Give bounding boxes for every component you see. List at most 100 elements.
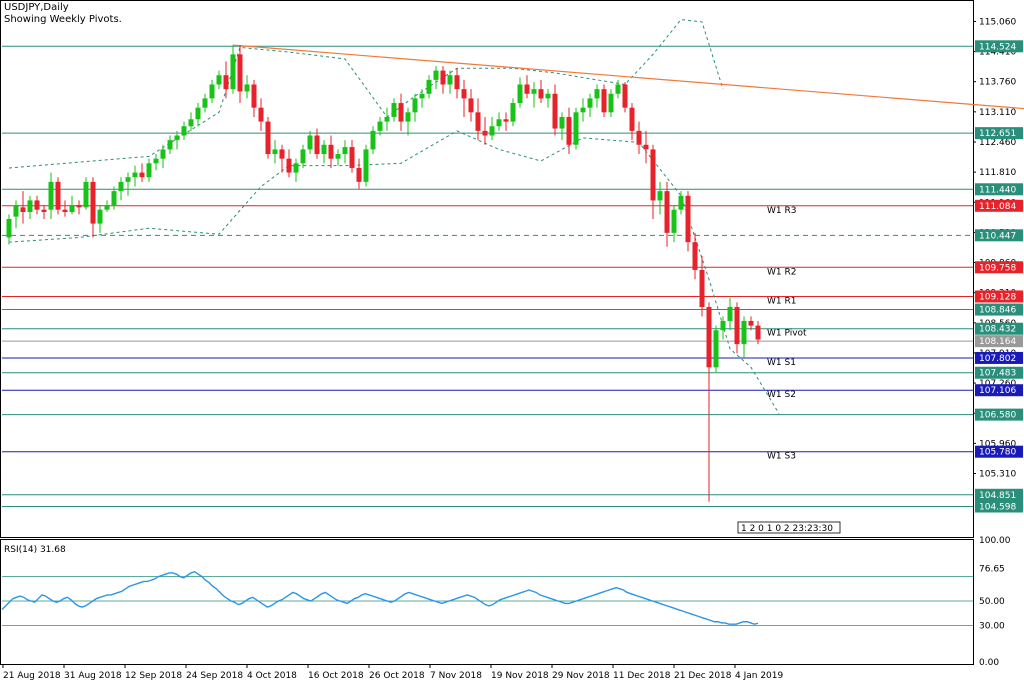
level-label: W1 S2: [767, 390, 796, 400]
candle-body: [559, 116, 565, 129]
candle-body: [601, 89, 607, 113]
level-price-label: 110.447: [979, 231, 1016, 241]
level-price-label: 104.598: [979, 503, 1016, 513]
candle-body: [55, 181, 61, 210]
main-panel-frame: [0, 0, 974, 538]
level-price-box: [975, 408, 1023, 421]
candle-body: [286, 158, 292, 173]
level-price-box: [975, 127, 1023, 140]
candle-body: [433, 70, 439, 80]
candle-body: [97, 209, 103, 224]
candle-body: [69, 205, 75, 212]
candle-body: [405, 112, 411, 122]
rsi-y-tick-label: 50.00: [979, 597, 1005, 607]
candle-body: [482, 130, 488, 136]
candle-body: [167, 140, 173, 150]
candle-body: [118, 181, 124, 192]
candle-body: [671, 209, 677, 233]
candle-body: [321, 144, 327, 155]
candle-body: [237, 54, 243, 92]
y-tick-label: 113.110: [979, 108, 1016, 118]
candle-body: [391, 103, 397, 117]
candle-body: [678, 195, 684, 210]
candle-body: [580, 107, 586, 113]
level-price-box: [975, 290, 1023, 303]
candle-body: [6, 218, 12, 238]
candle-body: [748, 320, 754, 326]
candle-body: [251, 84, 257, 108]
level-label: W1 R3: [767, 206, 796, 216]
level-price-box: [975, 445, 1023, 458]
level-price-label: 104.851: [979, 491, 1016, 501]
candle-body: [314, 135, 320, 155]
candle-body: [216, 75, 222, 85]
x-tick-label: 7 Nov 2018: [430, 671, 482, 681]
rsi-y-tick-label: 0.00: [979, 658, 999, 668]
bollinger-upper-band: [8, 19, 724, 169]
candle-body: [531, 89, 537, 94]
level-price-label: 108.846: [979, 306, 1016, 316]
rsi-y-tick-label: 30.00: [979, 621, 1005, 631]
candle-body: [41, 209, 47, 212]
candle-body: [573, 112, 579, 145]
level-price-label: 109.128: [979, 292, 1016, 302]
level-price-box: [975, 366, 1023, 379]
y-tick-label: 112.460: [979, 138, 1016, 148]
candle-body: [160, 149, 166, 159]
candle-body: [13, 205, 19, 217]
candle-body: [720, 320, 726, 331]
rsi-panel-frame: [0, 539, 974, 665]
x-tick-label: 11 Dec 2018: [613, 671, 671, 681]
level-label: W1 S3: [767, 452, 796, 462]
candle-body: [181, 126, 187, 136]
candle-body: [363, 149, 369, 182]
y-tick-label: 115.060: [979, 17, 1016, 27]
candle-body: [335, 154, 341, 159]
candle-body: [307, 135, 313, 150]
x-tick-label: 31 Aug 2018: [64, 671, 122, 681]
level-price-box: [975, 322, 1023, 335]
countdown-text: 1 2 0 1 0 2 23:23:30: [741, 524, 833, 534]
candle-body: [83, 181, 89, 208]
level-price-label: 112.651: [979, 129, 1016, 139]
candle-body: [552, 93, 558, 129]
chart-subtitle: Showing Weekly Pivots.: [4, 14, 122, 25]
candle-body: [27, 200, 33, 212]
candle-body: [20, 207, 26, 212]
level-price-box: [975, 335, 1023, 348]
level-label: W1 Pivot: [767, 329, 807, 339]
level-price-label: 109.758: [979, 263, 1016, 273]
candle-body: [202, 98, 208, 108]
candle-body: [608, 93, 614, 113]
candle-body: [90, 181, 96, 224]
candle-body: [342, 147, 348, 155]
y-tick-label: 113.760: [979, 78, 1016, 88]
candle-body: [461, 89, 467, 99]
candle-body: [594, 89, 600, 99]
level-price-label: 107.802: [979, 354, 1016, 364]
level-price-box: [975, 229, 1023, 242]
candle-body: [76, 205, 82, 208]
level-price-label: 106.580: [979, 411, 1016, 421]
y-tick-label: 114.410: [979, 48, 1016, 58]
candle-body: [517, 84, 523, 104]
candle-body: [48, 181, 54, 210]
candle-body: [643, 144, 649, 150]
candle-body: [440, 70, 446, 85]
candle-body: [489, 126, 495, 136]
candle-body: [111, 191, 117, 206]
level-price-box: [975, 351, 1023, 364]
y-tick-label: 107.260: [979, 379, 1016, 389]
candle-body: [524, 84, 530, 94]
level-price-label: 111.440: [979, 185, 1016, 195]
candle-body: [377, 121, 383, 131]
level-price-label: 108.432: [979, 325, 1016, 335]
candle-body: [706, 307, 712, 368]
y-tick-label: 111.810: [979, 168, 1016, 178]
x-tick-label: 4 Oct 2018: [247, 671, 297, 681]
candle-body: [657, 191, 663, 201]
candle-body: [279, 149, 285, 159]
candle-body: [125, 177, 131, 182]
y-tick-label: 105.960: [979, 439, 1016, 449]
